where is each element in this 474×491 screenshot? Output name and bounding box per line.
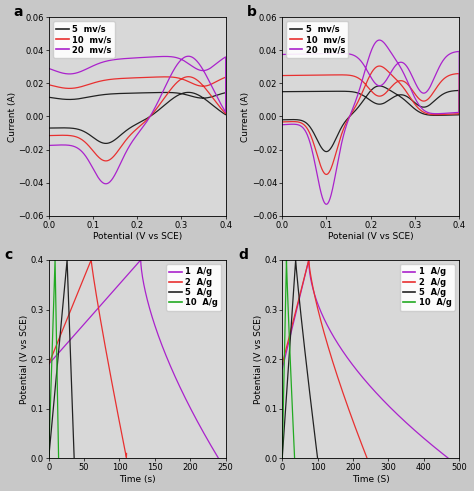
X-axis label: Potenial (V vs SCE): Potenial (V vs SCE)	[328, 232, 413, 242]
Y-axis label: Potential (V vs SCE): Potential (V vs SCE)	[20, 315, 29, 404]
Text: c: c	[4, 248, 13, 262]
X-axis label: Time (s): Time (s)	[119, 475, 155, 484]
Legend: 5  mv/s, 10  mv/s, 20  mv/s: 5 mv/s, 10 mv/s, 20 mv/s	[286, 22, 348, 57]
Y-axis label: Current (A): Current (A)	[8, 91, 17, 141]
Y-axis label: Potential (V vs SCE): Potential (V vs SCE)	[254, 315, 263, 404]
Legend: 5  mv/s, 10  mv/s, 20  mv/s: 5 mv/s, 10 mv/s, 20 mv/s	[53, 22, 115, 57]
Text: b: b	[247, 5, 257, 19]
Text: a: a	[13, 5, 23, 19]
X-axis label: Time (S): Time (S)	[352, 475, 390, 484]
Legend: 1  A/g, 2  A/g, 5  A/g, 10  A/g: 1 A/g, 2 A/g, 5 A/g, 10 A/g	[400, 264, 455, 311]
Y-axis label: Current (A): Current (A)	[241, 91, 250, 141]
X-axis label: Potential (V vs SCE): Potential (V vs SCE)	[92, 232, 182, 242]
Text: d: d	[238, 248, 248, 262]
Legend: 1  A/g, 2  A/g, 5  A/g, 10  A/g: 1 A/g, 2 A/g, 5 A/g, 10 A/g	[166, 264, 221, 311]
